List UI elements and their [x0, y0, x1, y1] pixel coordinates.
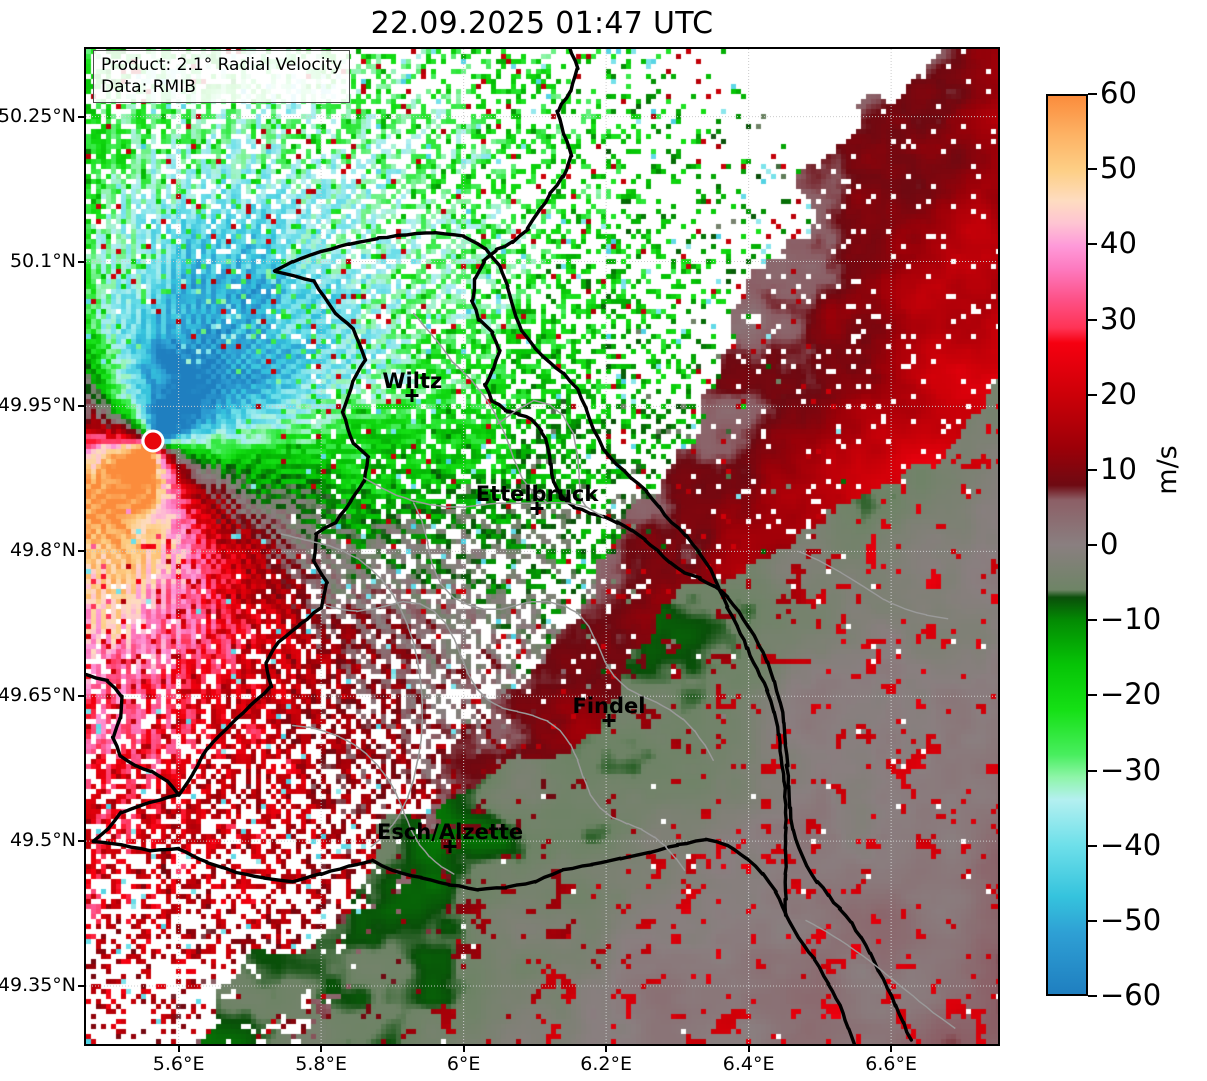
- border-belgium-southwest: [86, 672, 181, 797]
- legend-product-line: Product: 2.1° Radial Velocity: [101, 55, 343, 75]
- colorbar-unit-label: m/s: [1152, 445, 1183, 495]
- colorbar-tick-label: 50: [1100, 151, 1137, 186]
- city-marker-icon: [530, 501, 544, 515]
- district-boundary: [292, 724, 455, 875]
- colorbar-tick-label: 0: [1100, 527, 1119, 561]
- x-axis-tick-label: 5.6°E: [152, 1053, 205, 1075]
- x-axis-tick-mark: [605, 1046, 608, 1052]
- y-axis-tick-label: 49.5°N: [9, 829, 76, 852]
- y-axis-tick-mark: [78, 840, 84, 843]
- y-axis-tick-label: 50.1°N: [9, 249, 76, 272]
- colorbar-tick-mark: [1088, 468, 1097, 471]
- y-axis-tick-label: 49.35°N: [0, 974, 76, 997]
- district-boundary: [280, 533, 424, 848]
- colorbar-tick-label: −40: [1100, 827, 1162, 862]
- district-boundary: [805, 919, 956, 1030]
- page-title: 22.09.2025 01:47 UTC: [370, 6, 714, 41]
- colorbar-tick-label: −50: [1100, 902, 1162, 937]
- y-axis-tick-mark: [78, 695, 84, 698]
- colorbar-tick-mark: [1088, 393, 1097, 396]
- x-axis-tick-label: 5.8°E: [295, 1053, 347, 1075]
- colorbar-tick-label: −60: [1100, 978, 1162, 1012]
- colorbar[interactable]: [1046, 94, 1088, 996]
- colorbar-tick-mark: [1088, 168, 1097, 171]
- colorbar-tick-label: −20: [1100, 677, 1162, 712]
- y-axis-tick-label: 49.65°N: [0, 684, 76, 707]
- border-luxembourg-south: [91, 837, 856, 1044]
- x-axis-tick-label: 6°E: [446, 1053, 481, 1075]
- colorbar-tick-label: 40: [1100, 226, 1137, 261]
- x-axis-tick-label: 6.2°E: [580, 1053, 632, 1075]
- colorbar-tick-mark: [1088, 93, 1097, 95]
- x-axis-tick-label: 6.6°E: [865, 1053, 917, 1075]
- colorbar-tick-label: 10: [1100, 451, 1137, 486]
- map-vector-overlay: [86, 49, 998, 1044]
- y-axis-tick-mark: [78, 985, 84, 988]
- colorbar-gradient: [1048, 96, 1086, 994]
- x-axis-tick-mark: [462, 1046, 465, 1052]
- y-axis-tick-label: 49.95°N: [0, 394, 76, 417]
- colorbar-tick-mark: [1088, 769, 1097, 772]
- colorbar-tick-mark: [1088, 844, 1097, 847]
- colorbar-tick-mark: [1088, 694, 1097, 697]
- y-axis-tick-label: 49.8°N: [9, 539, 76, 562]
- border-luxembourg-west: [91, 269, 371, 843]
- city-marker-icon: [602, 714, 616, 728]
- colorbar-tick-mark: [1088, 919, 1097, 922]
- city-marker-icon: [405, 388, 419, 402]
- x-axis-tick-mark: [320, 1046, 323, 1052]
- colorbar-tick-label: −10: [1100, 602, 1162, 637]
- district-boundary: [496, 399, 588, 508]
- border-germany-east: [470, 49, 913, 1042]
- colorbar-tick-mark: [1088, 995, 1097, 997]
- district-boundary: [798, 550, 949, 620]
- map-canvas-clip: [86, 49, 998, 1044]
- colorbar-tick-mark: [1088, 619, 1097, 622]
- border-spacer: [275, 233, 786, 915]
- colorbar-tick-label: −30: [1100, 752, 1162, 787]
- map-plot-area[interactable]: [84, 47, 1000, 1046]
- city-marker-icon: [443, 839, 457, 853]
- y-axis-tick-label: 50.25°N: [0, 104, 76, 127]
- colorbar-tick-label: 60: [1100, 76, 1137, 110]
- colorbar-tick-mark: [1088, 243, 1097, 246]
- colorbar-tick-mark: [1088, 318, 1097, 321]
- x-axis-tick-label: 6.4°E: [722, 1053, 775, 1075]
- radar-site-marker: [144, 432, 162, 450]
- x-axis-tick-mark: [177, 1046, 180, 1052]
- x-axis-tick-mark: [890, 1046, 893, 1052]
- district-boundary: [324, 600, 686, 871]
- district-boundary: [546, 502, 604, 518]
- legend-data-line: Data: RMIB: [101, 77, 196, 97]
- x-axis-tick-mark: [747, 1046, 750, 1052]
- product-info-legend: Product: 2.1° Radial Velocity Data: RMIB: [93, 50, 351, 103]
- colorbar-tick-mark: [1088, 544, 1097, 546]
- border-luxembourg-east: [272, 230, 788, 917]
- district-boundary: [363, 477, 549, 508]
- district-boundary: [412, 502, 714, 761]
- y-axis-tick-mark: [78, 405, 84, 408]
- colorbar-tick-label: 20: [1100, 376, 1137, 411]
- y-axis-tick-mark: [78, 115, 84, 118]
- colorbar-tick-label: 30: [1100, 301, 1137, 336]
- district-boundary: [413, 312, 549, 504]
- y-axis-tick-mark: [78, 550, 84, 553]
- y-axis-tick-mark: [78, 260, 84, 263]
